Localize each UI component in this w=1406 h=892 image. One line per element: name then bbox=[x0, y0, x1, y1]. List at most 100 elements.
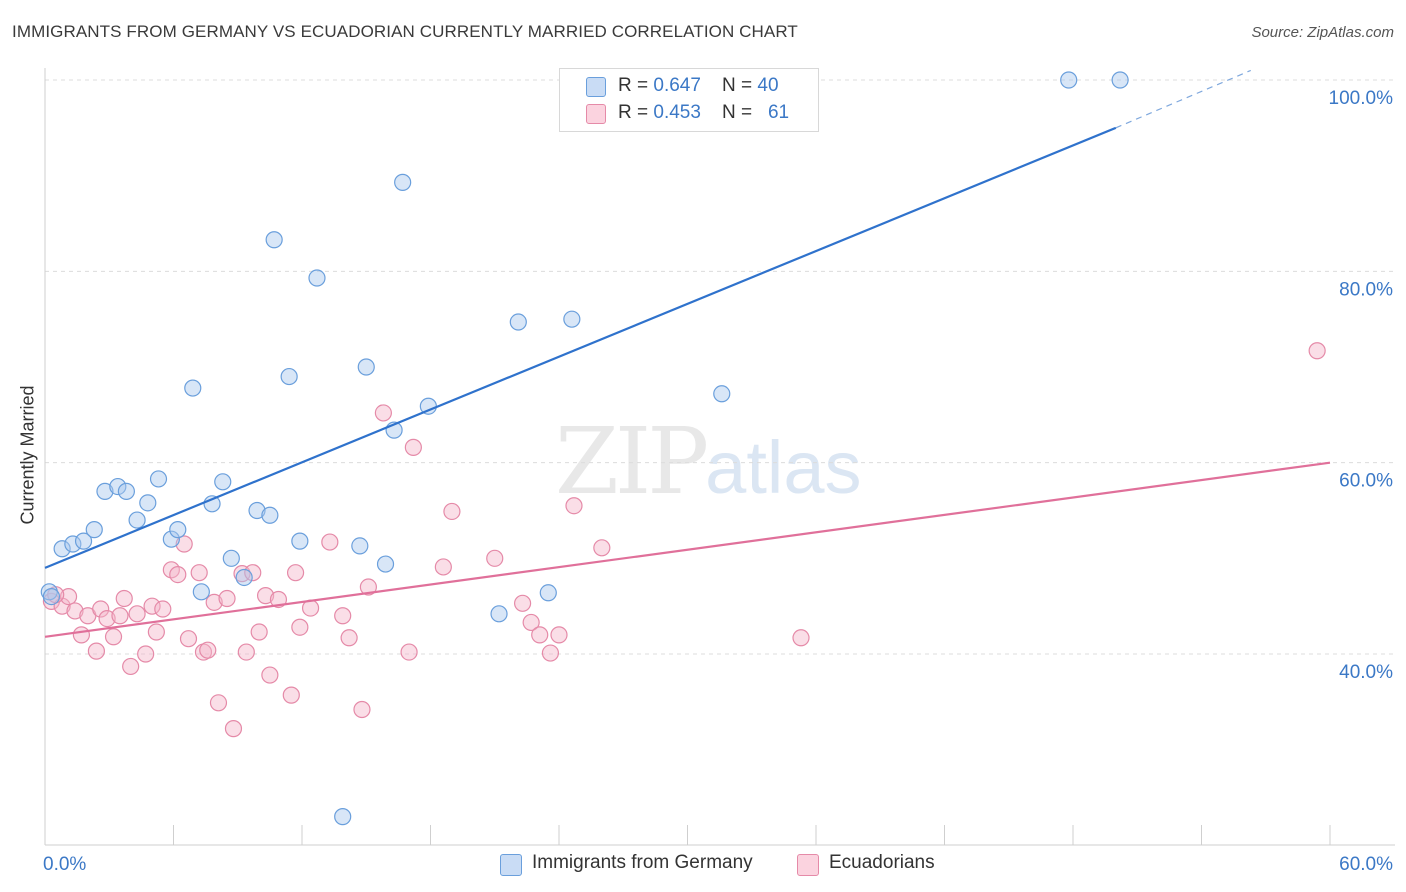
data-point bbox=[563, 310, 581, 328]
data-point bbox=[291, 532, 309, 550]
r-label: R = bbox=[618, 75, 654, 96]
y-tick-label: 80.0% bbox=[1339, 279, 1393, 300]
data-point bbox=[539, 584, 557, 602]
data-point bbox=[1111, 71, 1129, 89]
data-point bbox=[1060, 71, 1078, 89]
data-point bbox=[205, 593, 223, 611]
data-point bbox=[98, 610, 116, 628]
data-point bbox=[550, 626, 568, 644]
n-label: N = bbox=[722, 102, 758, 123]
data-point bbox=[199, 641, 217, 659]
data-point bbox=[340, 629, 358, 647]
chart-title: IMMIGRANTS FROM GERMANY VS ECUADORIAN CU… bbox=[12, 22, 798, 41]
data-point bbox=[122, 657, 140, 676]
data-point bbox=[321, 533, 339, 551]
trend-line-germany bbox=[44, 126, 1117, 569]
data-point bbox=[147, 623, 165, 641]
data-point bbox=[149, 470, 168, 488]
data-point bbox=[248, 501, 266, 520]
data-point bbox=[541, 644, 560, 662]
data-point bbox=[42, 587, 61, 606]
tick-labels: 40.0% 60.0% 80.0% 100.0% 0.0% 60.0% bbox=[43, 88, 1393, 875]
data-point bbox=[237, 643, 255, 661]
data-point bbox=[376, 555, 395, 573]
data-point bbox=[224, 720, 243, 738]
data-point bbox=[66, 602, 84, 620]
data-point bbox=[143, 597, 161, 615]
data-point bbox=[64, 535, 82, 553]
data-point bbox=[334, 607, 352, 625]
watermark-zip: ZIP bbox=[555, 408, 709, 515]
data-point bbox=[128, 605, 146, 623]
data-point bbox=[137, 645, 155, 663]
data-point bbox=[244, 564, 262, 582]
data-point bbox=[357, 358, 375, 376]
r-value: 0.647 bbox=[653, 75, 701, 96]
data-point bbox=[72, 626, 91, 644]
data-point bbox=[139, 494, 157, 512]
data-point bbox=[235, 568, 253, 587]
legend-swatch-germany bbox=[586, 77, 606, 97]
r-label: R = bbox=[618, 102, 654, 123]
data-point bbox=[404, 438, 422, 456]
data-point bbox=[109, 477, 127, 496]
legend-swatch-ecuadorians bbox=[797, 854, 819, 876]
legend-text-germany: R = 0.647 N = 40 bbox=[618, 75, 779, 97]
trend-lines bbox=[44, 69, 1331, 638]
data-point bbox=[531, 626, 549, 644]
data-point bbox=[353, 700, 371, 719]
data-point bbox=[280, 367, 298, 386]
n-value: 61 bbox=[767, 102, 790, 123]
data-point bbox=[792, 629, 810, 647]
data-point bbox=[265, 231, 283, 249]
trend-line-ecuadorians bbox=[44, 461, 1331, 638]
data-point bbox=[374, 404, 392, 422]
data-point bbox=[184, 379, 202, 397]
data-point bbox=[111, 607, 129, 625]
data-point bbox=[269, 590, 288, 609]
data-point bbox=[104, 628, 123, 646]
data-point bbox=[565, 497, 583, 515]
data-point bbox=[214, 473, 232, 491]
watermark: ZIPatlas bbox=[555, 408, 861, 515]
data-point bbox=[115, 589, 133, 608]
trend-line-germany-extension bbox=[1115, 69, 1251, 129]
data-point bbox=[359, 578, 377, 596]
data-point bbox=[351, 537, 369, 555]
data-point bbox=[261, 506, 279, 524]
data-point bbox=[209, 694, 228, 712]
n-value: 40 bbox=[757, 75, 779, 96]
series-immigrants-from-germany bbox=[40, 71, 1129, 826]
data-point bbox=[190, 564, 208, 582]
data-point bbox=[443, 502, 461, 521]
data-point bbox=[117, 482, 135, 500]
data-point bbox=[218, 589, 236, 608]
legend-text-ecuadorians: R = 0.453 N = 61 bbox=[618, 102, 789, 124]
x-tick-label-min: 0.0% bbox=[43, 854, 86, 875]
data-point bbox=[509, 313, 527, 331]
data-point bbox=[87, 642, 106, 660]
data-point bbox=[261, 666, 279, 684]
data-point bbox=[222, 549, 240, 567]
data-point bbox=[394, 173, 412, 191]
data-point bbox=[593, 539, 611, 557]
correlation-legend: R = 0.647 N = 40 R = 0.453 N = 61 bbox=[559, 68, 819, 132]
r-value: 0.453 bbox=[653, 102, 701, 123]
legend-label-germany: Immigrants from Germany bbox=[532, 852, 753, 873]
legend-label-ecuadorians: Ecuadorians bbox=[829, 852, 935, 873]
data-point bbox=[486, 549, 504, 567]
data-point bbox=[334, 808, 352, 826]
data-point bbox=[713, 385, 731, 403]
data-point bbox=[128, 511, 146, 529]
data-point bbox=[286, 564, 305, 582]
data-point bbox=[522, 613, 540, 632]
data-point bbox=[1308, 342, 1326, 360]
data-point bbox=[74, 532, 93, 550]
data-point bbox=[308, 269, 326, 287]
data-point bbox=[96, 482, 114, 500]
data-point bbox=[192, 583, 210, 601]
data-point bbox=[162, 530, 180, 548]
data-point bbox=[154, 600, 172, 618]
data-point bbox=[434, 558, 452, 576]
